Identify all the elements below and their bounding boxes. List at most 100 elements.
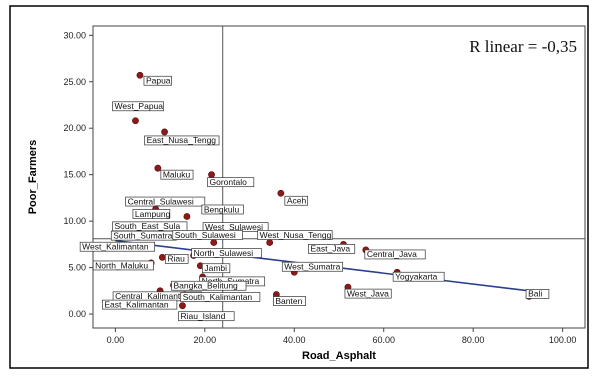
point-label-box	[191, 248, 262, 258]
point-label-box	[344, 288, 392, 299]
point-label: Yogyakarta	[392, 271, 445, 282]
point-label-text: West_Sumatra	[284, 262, 340, 272]
y-tick-label: 20.00	[63, 123, 86, 133]
point-label-text: West_Java	[347, 288, 389, 298]
data-point	[277, 189, 285, 197]
point-label-box	[132, 209, 171, 219]
y-tick-label: 0.00	[68, 309, 86, 319]
data-point	[136, 71, 144, 79]
point-label: North_Sulawesi	[191, 248, 262, 258]
point-label-text: East_Java	[310, 244, 350, 254]
data-point	[161, 128, 168, 136]
axis-ticks: 0.00 5.00 10.00 15.00 20.00 25.00 30.00 0.00 20.…	[63, 30, 576, 345]
point-label-text: South_Sumatra	[113, 230, 172, 240]
point-label-text: East_Nusa_Tengg	[147, 135, 217, 145]
point-label-text: Jambi	[204, 263, 227, 273]
point-label: West_Papua	[112, 101, 164, 112]
data-point	[154, 164, 162, 172]
point-label: South_Kalimantan	[180, 292, 261, 302]
point-label: Jambi	[201, 263, 231, 274]
point-label-box	[308, 244, 356, 254]
point-label-box	[273, 296, 306, 306]
point-label: South_Sulawesi	[172, 230, 243, 240]
point-label-text: Riau_Island	[180, 311, 225, 321]
point-label: West_Java	[344, 288, 392, 299]
point-label-text: North_Maluku	[95, 260, 148, 270]
y-tick-label: 15.00	[63, 170, 86, 180]
point-label-text: Gorontalo	[210, 177, 248, 187]
point-label-box	[257, 230, 333, 240]
point-label-text: West_Papua	[114, 101, 163, 111]
point-label: Gorontalo	[207, 177, 255, 188]
y-axis-title: Poor_Farmers	[27, 140, 39, 215]
y-tick-label: 5.00	[68, 263, 86, 273]
point-label: North_Maluku	[92, 260, 154, 271]
point-label-text: East_Kalimantan	[104, 299, 169, 309]
y-tick-label: 30.00	[63, 30, 86, 40]
point-label: Riau_Island	[178, 311, 235, 322]
point-label: West_Kalimantan	[79, 241, 155, 252]
point-label: Bengkulu	[201, 204, 244, 215]
data-point	[183, 213, 191, 220]
point-label-box	[112, 101, 164, 112]
point-label-text: South_East_Sula	[115, 221, 181, 231]
point-label-text: West_Kalimantan	[82, 242, 149, 252]
r-linear-annotation: R linear = -0,35	[469, 37, 577, 56]
point-label-box	[284, 195, 309, 206]
point-label-box	[79, 241, 155, 252]
point-label-text: Aceh	[287, 196, 307, 206]
x-tick-label: 40.00	[283, 335, 306, 345]
x-axis-title: Road_Asphalt	[302, 350, 376, 362]
point-label-box	[143, 75, 172, 86]
point-label-text: West_Sulawesi	[205, 222, 263, 232]
point-label-text: Bangka_Belitung	[174, 281, 239, 291]
point-label: Papua	[143, 75, 172, 86]
point-label: Bangka_Belitung	[171, 280, 247, 291]
point-label: East_Nusa_Tengg	[144, 135, 220, 146]
point-label: Lampung	[132, 209, 171, 219]
point-label-box	[392, 271, 445, 282]
point-label-text: Central_Java	[367, 249, 417, 259]
point-label: West_Sumatra	[281, 261, 344, 272]
point-label-box	[364, 249, 426, 260]
point-label-box	[164, 254, 189, 264]
data-point	[210, 239, 218, 246]
point-label: South_Sumatra	[110, 230, 177, 241]
data-point	[179, 302, 186, 310]
point-label-text: Papua	[146, 76, 171, 86]
data-point	[158, 253, 166, 261]
x-tick-label: 60.00	[372, 335, 395, 345]
point-label-box	[92, 260, 154, 271]
point-label-box	[171, 280, 247, 291]
point-label-text: Yogyakarta	[395, 272, 437, 282]
point-label-text: Central_Sulawesi	[128, 196, 194, 206]
point-label-box	[144, 135, 220, 146]
point-label: West_Nusa_Tengg	[257, 230, 333, 240]
point-label-box	[178, 311, 235, 322]
data-point	[132, 117, 139, 125]
y-tick-label: 25.00	[63, 77, 86, 87]
point-label-text: South_Kalimantan	[183, 292, 253, 302]
point-label-text: Lampung	[135, 209, 171, 219]
point-label: Central_Java	[364, 249, 426, 260]
point-labels: Papua West_Papua East_Nusa_Tengg Maluku Goro…	[79, 75, 550, 322]
point-label-box	[201, 204, 244, 215]
point-label: Riau	[164, 254, 189, 264]
point-label-box	[281, 261, 344, 272]
x-tick-label: 100.00	[549, 335, 577, 345]
point-label-box	[525, 289, 550, 299]
point-label: Central_Sulawesi	[125, 196, 206, 207]
point-label: Banten	[273, 296, 306, 306]
point-label-box	[201, 263, 231, 274]
point-label-text: Banten	[275, 296, 302, 306]
point-label-text: North_Sulawesi	[194, 248, 254, 258]
point-label-box	[172, 230, 243, 240]
point-label-box	[180, 292, 261, 302]
point-label: Aceh	[284, 195, 309, 206]
point-label-text: Bali	[528, 289, 542, 299]
point-label-text: Central_Kalimantan	[115, 291, 190, 301]
point-label: Maluku	[160, 169, 194, 180]
point-label-text: Maluku	[163, 169, 191, 179]
